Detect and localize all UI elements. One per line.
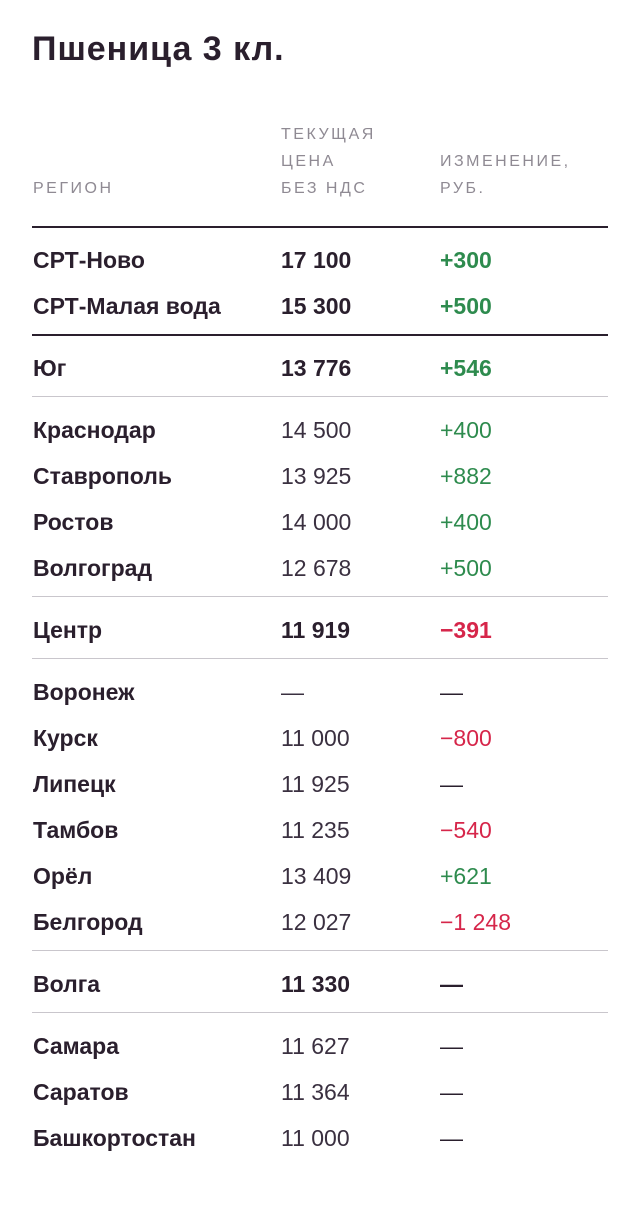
table-row: СРТ-Ново 17 100 +300 (0, 237, 640, 283)
price-value: 17 100 (281, 247, 352, 273)
table-row: Орёл 13 409 +621 (0, 853, 640, 899)
table-row: СРТ-Малая вода 15 300 +500 (0, 283, 640, 329)
region-name: Белгород (33, 909, 143, 935)
price-value: 13 925 (281, 463, 352, 489)
region-name: Центр (33, 617, 103, 643)
section-divider (32, 658, 608, 659)
table-row: Саратов 11 364 — (0, 1069, 640, 1115)
region-name: СРТ-Малая вода (33, 293, 221, 319)
region-name: Волга (33, 971, 101, 997)
region-name: Ростов (33, 509, 114, 535)
column-header-price: ТЕКУЩАЯ ЦЕНА БЕЗ НДС (281, 126, 376, 197)
table-row: Воронеж — — (0, 669, 640, 715)
price-value: 12 678 (281, 555, 352, 581)
region-name: СРТ-Ново (33, 247, 145, 273)
change-value: +500 (440, 293, 492, 319)
column-header-change: ИЗМЕНЕНИЕ, РУБ. (440, 153, 571, 197)
table-row: Липецк 11 925 — (0, 761, 640, 807)
price-value: 11 925 (281, 771, 350, 797)
change-value: — (440, 679, 463, 705)
change-value: +400 (440, 509, 492, 535)
table-row: Волга 11 330 — (0, 961, 640, 1007)
change-value: −800 (440, 725, 492, 751)
price-value: 11 235 (281, 817, 350, 843)
change-value: — (440, 971, 463, 997)
column-header-region: РЕГИОН (33, 180, 114, 197)
table-row: Тамбов 11 235 −540 (0, 807, 640, 853)
region-name: Воронеж (33, 679, 135, 705)
price-value: 12 027 (281, 909, 352, 935)
table-row: Центр 11 919 −391 (0, 607, 640, 653)
change-value: +621 (440, 863, 492, 889)
change-value: — (440, 1125, 463, 1151)
section-divider (32, 334, 608, 336)
price-value: 11 000 (281, 1125, 350, 1151)
region-name: Орёл (33, 863, 93, 889)
price-value: 14 500 (281, 417, 352, 443)
section-divider (32, 950, 608, 951)
region-name: Самара (33, 1033, 120, 1059)
price-value: — (281, 679, 304, 705)
table-row: Волгоград 12 678 +500 (0, 545, 640, 591)
table-row: Самара 11 627 — (0, 1023, 640, 1069)
region-name: Юг (33, 355, 67, 381)
change-value: −540 (440, 817, 492, 843)
price-value: 13 409 (281, 863, 352, 889)
region-name: Краснодар (33, 417, 156, 443)
price-value: 11 364 (281, 1079, 350, 1105)
change-value: +400 (440, 417, 492, 443)
table-row: Юг 13 776 +546 (0, 345, 640, 391)
table-row: Краснодар 14 500 +400 (0, 407, 640, 453)
table-header: РЕГИОН ТЕКУЩАЯ ЦЕНА БЕЗ НДС ИЗМЕНЕНИЕ, Р… (0, 118, 640, 228)
region-name: Тамбов (33, 817, 119, 843)
price-value: 15 300 (281, 293, 352, 319)
change-value: +500 (440, 555, 492, 581)
change-value: — (440, 771, 463, 797)
price-value: 11 919 (281, 617, 351, 643)
table-row: Ростов 14 000 +400 (0, 499, 640, 545)
region-name: Саратов (33, 1079, 129, 1105)
table-row: Белгород 12 027 −1 248 (0, 899, 640, 945)
change-value: — (440, 1079, 463, 1105)
region-name: Липецк (33, 771, 116, 797)
region-name: Волгоград (33, 555, 153, 581)
section-divider (32, 396, 608, 397)
change-value: −391 (440, 617, 492, 643)
region-name: Курск (33, 725, 98, 751)
price-value: 14 000 (281, 509, 352, 535)
section-divider (32, 1012, 608, 1013)
price-value: 13 776 (281, 355, 352, 381)
change-value: +546 (440, 355, 492, 381)
region-name: Ставрополь (33, 463, 173, 489)
page-title: Пшеница 3 кл. (32, 30, 285, 68)
price-value: 11 000 (281, 725, 350, 751)
section-divider (32, 596, 608, 597)
change-value: +300 (440, 247, 492, 273)
price-value: 11 330 (281, 971, 351, 997)
price-value: 11 627 (281, 1033, 350, 1059)
change-value: −1 248 (440, 909, 511, 935)
region-name: Башкортостан (33, 1125, 196, 1151)
header-divider (32, 226, 608, 228)
change-value: +882 (440, 463, 492, 489)
table-row: Курск 11 000 −800 (0, 715, 640, 761)
table-row: Башкортостан 11 000 — (0, 1115, 640, 1161)
table-row: Ставрополь 13 925 +882 (0, 453, 640, 499)
change-value: — (440, 1033, 463, 1059)
